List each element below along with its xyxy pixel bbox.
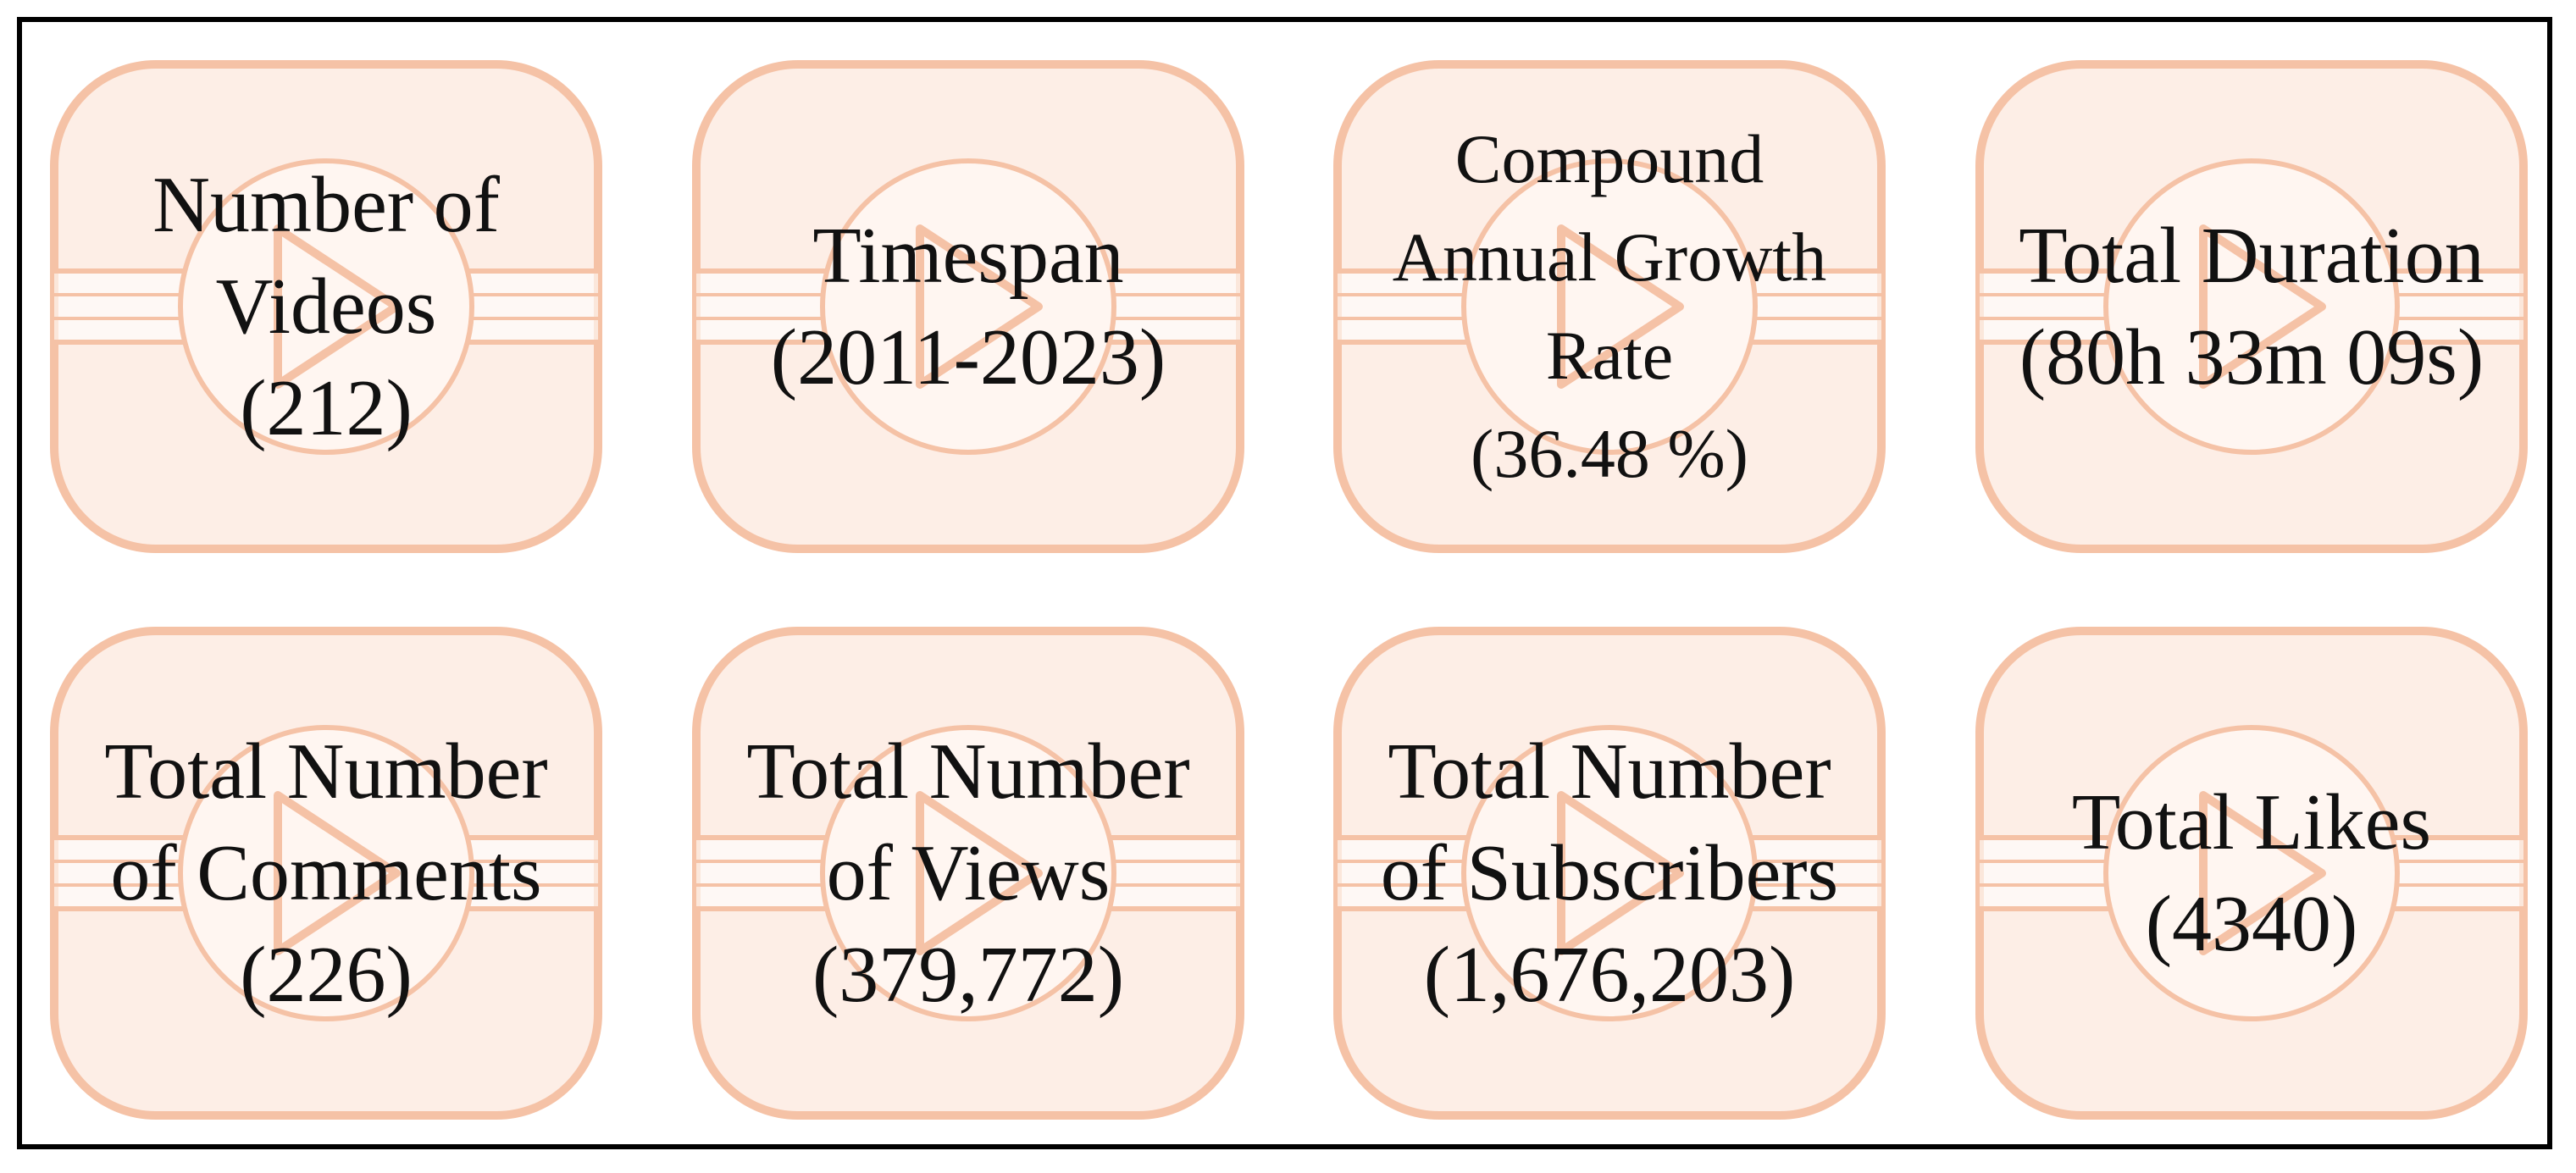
tile-total-number-of-subscribers: Total Number of Subscribers (1,676,203) [1332,626,1886,1120]
tile-value: (2011-2023) [770,313,1166,401]
tile-total-duration: Total Duration (80h 33m 09s) [1975,59,2529,554]
tile-value: (1,676,203) [1423,931,1796,1019]
tile-label-line: Total Likes [2071,778,2432,866]
tile-label-line: Total Number [104,728,548,816]
tile-value: (4340) [2145,880,2358,968]
tile-label-line: Timespan [812,212,1124,300]
play-button-icon [1333,60,1886,553]
tile-label: Number of Videos (212) [49,59,603,554]
tile-label-line: Number of [152,161,500,249]
tile-label: Total Number of Comments (226) [49,626,603,1120]
tile-label: Total Likes (4340) [1975,626,2529,1120]
tile-label: Total Number of Views (379,772) [691,626,1245,1120]
tile-value: (212) [240,364,413,452]
tile-label-line: of Views [826,829,1111,917]
tile-label-line: Compound [1454,120,1764,197]
tile-label-line: Rate [1545,317,1674,394]
tile-label: Timespan (2011-2023) [691,59,1245,554]
play-button-icon [50,60,602,553]
play-button-icon [1975,60,2528,553]
tile-value: (226) [240,931,413,1019]
tile-label-line: Videos [215,263,437,351]
play-button-icon [50,627,602,1120]
tile-total-likes: Total Likes (4340) [1975,626,2529,1120]
tile-label: Total Duration (80h 33m 09s) [1975,59,2529,554]
tile-label-line: Total Number [1388,728,1831,816]
play-button-icon [1975,627,2528,1120]
figure-frame: Number of Videos (212) Timespan (2011-20… [17,17,2552,1149]
tile-value: (80h 33m 09s) [2019,313,2485,401]
tile-value: (379,772) [812,931,1125,1019]
tile-compound-annual-growth-rate: Compound Annual Growth Rate (36.48 %) [1332,59,1886,554]
play-button-icon [692,60,1244,553]
tile-label: Compound Annual Growth Rate (36.48 %) [1332,59,1886,554]
tile-label-line: Annual Growth [1392,219,1827,296]
play-button-icon [692,627,1244,1120]
tile-total-number-of-views: Total Number of Views (379,772) [691,626,1245,1120]
tile-timespan: Timespan (2011-2023) [691,59,1245,554]
tile-value: (36.48 %) [1471,415,1748,492]
tile-total-number-of-comments: Total Number of Comments (226) [49,626,603,1120]
tile-number-of-videos: Number of Videos (212) [49,59,603,554]
tile-label-line: of Subscribers [1380,829,1839,917]
tile-label-line: of Comments [110,829,542,917]
play-button-icon [1333,627,1886,1120]
tile-label-line: Total Duration [2019,212,2485,300]
tile-label: Total Number of Subscribers (1,676,203) [1332,626,1886,1120]
tile-label-line: Total Number [746,728,1190,816]
